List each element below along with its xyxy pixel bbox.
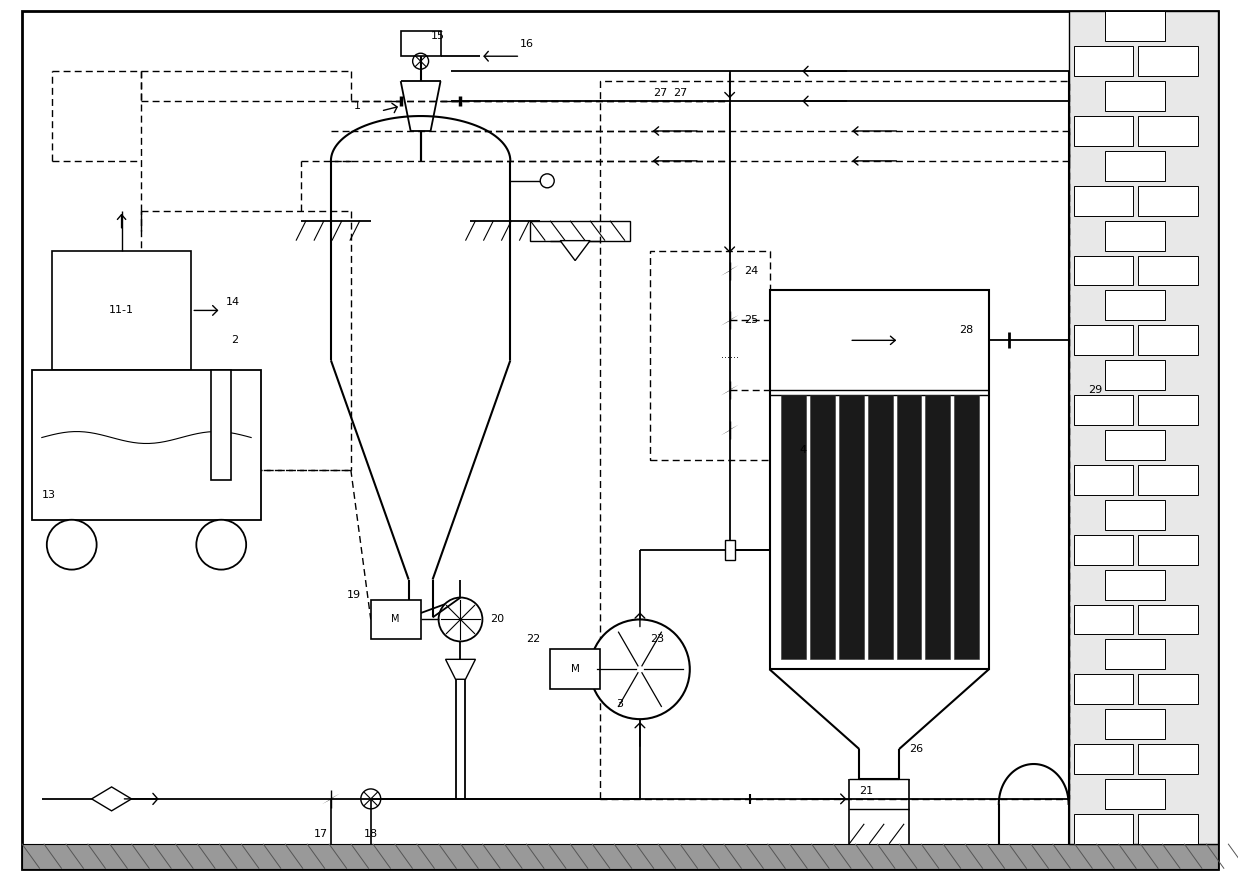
Text: 29: 29 (1089, 385, 1102, 395)
Bar (1106, 779, 1166, 809)
Text: 23: 23 (650, 635, 665, 644)
Bar (1106, 709, 1166, 739)
Polygon shape (729, 384, 739, 390)
Bar (1106, 430, 1166, 460)
Text: M: M (570, 664, 579, 675)
Bar (1074, 813, 1133, 844)
Bar (1074, 255, 1133, 286)
Text: 2: 2 (231, 336, 238, 345)
Bar (868, 395, 893, 659)
Bar (1106, 221, 1166, 251)
Bar (1106, 81, 1166, 111)
Text: 26: 26 (909, 744, 924, 754)
Text: 21: 21 (859, 786, 873, 796)
Bar (1138, 675, 1198, 704)
Bar (1138, 813, 1198, 844)
Text: 15: 15 (430, 31, 445, 41)
Bar (1074, 395, 1133, 425)
Bar (897, 395, 921, 659)
Bar (724, 539, 734, 560)
Bar (1074, 465, 1133, 495)
Text: 27: 27 (652, 88, 667, 98)
Bar (1138, 186, 1198, 215)
Text: 4: 4 (800, 445, 806, 455)
Text: M: M (392, 614, 401, 625)
Polygon shape (92, 787, 131, 811)
Bar (1074, 675, 1133, 704)
Bar (1074, 535, 1133, 564)
Text: 13: 13 (42, 490, 56, 500)
Bar (1106, 570, 1166, 600)
Polygon shape (720, 430, 729, 435)
Bar (1106, 360, 1166, 390)
Bar (1138, 116, 1198, 146)
Bar (52, 251, 191, 370)
Bar (1106, 151, 1166, 181)
Bar (1138, 604, 1198, 635)
Polygon shape (720, 271, 729, 276)
Text: 3: 3 (616, 700, 624, 709)
Bar (1106, 290, 1166, 320)
Bar (600, 81, 1069, 799)
Circle shape (590, 619, 689, 719)
Bar (1074, 604, 1133, 635)
Text: 14: 14 (226, 297, 241, 307)
Bar (1106, 639, 1166, 669)
Bar (371, 600, 420, 639)
Bar (1069, 12, 1218, 844)
Bar (1138, 46, 1198, 77)
Text: 1: 1 (353, 101, 361, 111)
Bar (839, 395, 864, 659)
Polygon shape (729, 425, 739, 430)
Text: 24: 24 (744, 265, 759, 276)
Bar (1138, 535, 1198, 564)
Bar (1138, 395, 1198, 425)
Polygon shape (720, 320, 729, 326)
Bar (401, 31, 440, 56)
Polygon shape (720, 390, 729, 395)
Bar (1074, 46, 1133, 77)
Bar (531, 221, 630, 240)
Bar (810, 395, 835, 659)
Bar (925, 395, 950, 659)
Bar (211, 370, 231, 480)
Text: 18: 18 (363, 829, 378, 838)
Bar (1074, 326, 1133, 355)
Text: 11-1: 11-1 (109, 305, 134, 315)
Bar (770, 290, 988, 669)
Bar (954, 395, 978, 659)
Bar (1106, 500, 1166, 530)
Text: 28: 28 (959, 326, 973, 336)
Bar (1106, 12, 1166, 41)
Text: 19: 19 (347, 589, 361, 600)
Bar (1138, 465, 1198, 495)
Bar (781, 395, 806, 659)
Bar (1138, 255, 1198, 286)
Circle shape (196, 520, 247, 570)
Bar (1138, 326, 1198, 355)
Text: ......: ...... (720, 351, 739, 360)
Bar (551, 650, 600, 689)
Bar (1074, 186, 1133, 215)
Circle shape (47, 520, 97, 570)
Bar (32, 370, 262, 520)
Text: 17: 17 (314, 829, 329, 838)
Text: 22: 22 (526, 635, 541, 644)
Text: 20: 20 (490, 614, 505, 625)
Bar (1074, 116, 1133, 146)
Bar (650, 251, 770, 460)
Bar (1138, 744, 1198, 774)
Text: 16: 16 (521, 39, 534, 49)
Bar (1074, 744, 1133, 774)
Text: 27: 27 (672, 88, 687, 98)
Polygon shape (560, 240, 590, 261)
Polygon shape (322, 799, 331, 805)
Polygon shape (729, 265, 739, 271)
Polygon shape (331, 794, 340, 799)
Bar (22, 844, 1218, 869)
Polygon shape (729, 315, 739, 320)
Text: 25: 25 (744, 315, 759, 326)
